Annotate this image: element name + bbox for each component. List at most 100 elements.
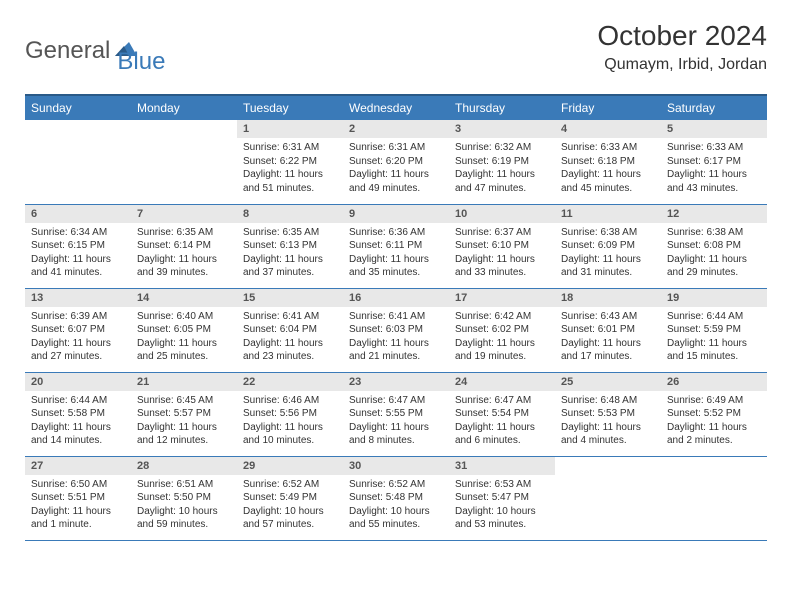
day-details: Sunrise: 6:48 AMSunset: 5:53 PMDaylight:… xyxy=(555,391,661,454)
day-number: 4 xyxy=(555,120,661,138)
day-details: Sunrise: 6:47 AMSunset: 5:55 PMDaylight:… xyxy=(343,391,449,454)
logo-text-general: General xyxy=(25,37,110,65)
calendar-cell: 23Sunrise: 6:47 AMSunset: 5:55 PMDayligh… xyxy=(343,372,449,456)
day-number: 19 xyxy=(661,289,767,307)
calendar-cell: 28Sunrise: 6:51 AMSunset: 5:50 PMDayligh… xyxy=(131,456,237,540)
day-details: Sunrise: 6:49 AMSunset: 5:52 PMDaylight:… xyxy=(661,391,767,454)
calendar-cell: 11Sunrise: 6:38 AMSunset: 6:09 PMDayligh… xyxy=(555,204,661,288)
day-details: Sunrise: 6:41 AMSunset: 6:03 PMDaylight:… xyxy=(343,307,449,370)
calendar-cell: . xyxy=(25,120,131,204)
calendar-cell: 16Sunrise: 6:41 AMSunset: 6:03 PMDayligh… xyxy=(343,288,449,372)
calendar-row: 27Sunrise: 6:50 AMSunset: 5:51 PMDayligh… xyxy=(25,456,767,540)
day-details: Sunrise: 6:36 AMSunset: 6:11 PMDaylight:… xyxy=(343,223,449,286)
day-details: Sunrise: 6:37 AMSunset: 6:10 PMDaylight:… xyxy=(449,223,555,286)
day-details: Sunrise: 6:41 AMSunset: 6:04 PMDaylight:… xyxy=(237,307,343,370)
calendar-cell: 3Sunrise: 6:32 AMSunset: 6:19 PMDaylight… xyxy=(449,120,555,204)
day-details: Sunrise: 6:40 AMSunset: 6:05 PMDaylight:… xyxy=(131,307,237,370)
calendar-cell: . xyxy=(131,120,237,204)
day-number: 21 xyxy=(131,373,237,391)
day-details: Sunrise: 6:44 AMSunset: 5:58 PMDaylight:… xyxy=(25,391,131,454)
title-block: October 2024 Qumaym, Irbid, Jordan xyxy=(597,20,767,74)
day-number: 27 xyxy=(25,457,131,475)
day-details: Sunrise: 6:53 AMSunset: 5:47 PMDaylight:… xyxy=(449,475,555,538)
day-number: 5 xyxy=(661,120,767,138)
day-details: Sunrise: 6:46 AMSunset: 5:56 PMDaylight:… xyxy=(237,391,343,454)
calendar-cell: . xyxy=(555,456,661,540)
calendar-cell: 15Sunrise: 6:41 AMSunset: 6:04 PMDayligh… xyxy=(237,288,343,372)
calendar-table: SundayMondayTuesdayWednesdayThursdayFrid… xyxy=(25,94,767,541)
calendar-row: 6Sunrise: 6:34 AMSunset: 6:15 PMDaylight… xyxy=(25,204,767,288)
calendar-cell: 22Sunrise: 6:46 AMSunset: 5:56 PMDayligh… xyxy=(237,372,343,456)
calendar-cell: 1Sunrise: 6:31 AMSunset: 6:22 PMDaylight… xyxy=(237,120,343,204)
day-details: Sunrise: 6:31 AMSunset: 6:20 PMDaylight:… xyxy=(343,138,449,201)
day-number: 28 xyxy=(131,457,237,475)
day-number: 26 xyxy=(661,373,767,391)
calendar-cell: 20Sunrise: 6:44 AMSunset: 5:58 PMDayligh… xyxy=(25,372,131,456)
calendar-cell: 9Sunrise: 6:36 AMSunset: 6:11 PMDaylight… xyxy=(343,204,449,288)
calendar-cell: 21Sunrise: 6:45 AMSunset: 5:57 PMDayligh… xyxy=(131,372,237,456)
day-details: Sunrise: 6:32 AMSunset: 6:19 PMDaylight:… xyxy=(449,138,555,201)
day-details: Sunrise: 6:43 AMSunset: 6:01 PMDaylight:… xyxy=(555,307,661,370)
day-details: Sunrise: 6:38 AMSunset: 6:08 PMDaylight:… xyxy=(661,223,767,286)
day-number: 25 xyxy=(555,373,661,391)
calendar-cell: 30Sunrise: 6:52 AMSunset: 5:48 PMDayligh… xyxy=(343,456,449,540)
calendar-cell: . xyxy=(661,456,767,540)
logo-text-blue: Blue xyxy=(117,48,165,76)
weekday-header: Friday xyxy=(555,95,661,120)
day-number: 30 xyxy=(343,457,449,475)
weekday-header: Tuesday xyxy=(237,95,343,120)
calendar-cell: 12Sunrise: 6:38 AMSunset: 6:08 PMDayligh… xyxy=(661,204,767,288)
calendar-cell: 17Sunrise: 6:42 AMSunset: 6:02 PMDayligh… xyxy=(449,288,555,372)
day-details: Sunrise: 6:52 AMSunset: 5:49 PMDaylight:… xyxy=(237,475,343,538)
day-details: Sunrise: 6:35 AMSunset: 6:14 PMDaylight:… xyxy=(131,223,237,286)
day-details: Sunrise: 6:34 AMSunset: 6:15 PMDaylight:… xyxy=(25,223,131,286)
day-details: Sunrise: 6:47 AMSunset: 5:54 PMDaylight:… xyxy=(449,391,555,454)
day-number: 31 xyxy=(449,457,555,475)
calendar-row: 20Sunrise: 6:44 AMSunset: 5:58 PMDayligh… xyxy=(25,372,767,456)
day-number: 8 xyxy=(237,205,343,223)
day-number: 1 xyxy=(237,120,343,138)
weekday-header: Wednesday xyxy=(343,95,449,120)
calendar-cell: 19Sunrise: 6:44 AMSunset: 5:59 PMDayligh… xyxy=(661,288,767,372)
day-details: Sunrise: 6:50 AMSunset: 5:51 PMDaylight:… xyxy=(25,475,131,538)
day-details: Sunrise: 6:44 AMSunset: 5:59 PMDaylight:… xyxy=(661,307,767,370)
calendar-cell: 18Sunrise: 6:43 AMSunset: 6:01 PMDayligh… xyxy=(555,288,661,372)
day-number: 13 xyxy=(25,289,131,307)
calendar-cell: 14Sunrise: 6:40 AMSunset: 6:05 PMDayligh… xyxy=(131,288,237,372)
day-details: Sunrise: 6:52 AMSunset: 5:48 PMDaylight:… xyxy=(343,475,449,538)
day-number: 11 xyxy=(555,205,661,223)
weekday-header: Thursday xyxy=(449,95,555,120)
calendar-cell: 27Sunrise: 6:50 AMSunset: 5:51 PMDayligh… xyxy=(25,456,131,540)
calendar-cell: 4Sunrise: 6:33 AMSunset: 6:18 PMDaylight… xyxy=(555,120,661,204)
calendar-cell: 5Sunrise: 6:33 AMSunset: 6:17 PMDaylight… xyxy=(661,120,767,204)
day-details: Sunrise: 6:38 AMSunset: 6:09 PMDaylight:… xyxy=(555,223,661,286)
calendar-cell: 13Sunrise: 6:39 AMSunset: 6:07 PMDayligh… xyxy=(25,288,131,372)
day-details: Sunrise: 6:33 AMSunset: 6:17 PMDaylight:… xyxy=(661,138,767,201)
day-details: Sunrise: 6:51 AMSunset: 5:50 PMDaylight:… xyxy=(131,475,237,538)
location-text: Qumaym, Irbid, Jordan xyxy=(597,56,767,74)
calendar-cell: 7Sunrise: 6:35 AMSunset: 6:14 PMDaylight… xyxy=(131,204,237,288)
day-number: 20 xyxy=(25,373,131,391)
calendar-cell: 6Sunrise: 6:34 AMSunset: 6:15 PMDaylight… xyxy=(25,204,131,288)
calendar-cell: 31Sunrise: 6:53 AMSunset: 5:47 PMDayligh… xyxy=(449,456,555,540)
day-number: 12 xyxy=(661,205,767,223)
weekday-header: Monday xyxy=(131,95,237,120)
day-number: 23 xyxy=(343,373,449,391)
header: General Blue October 2024 Qumaym, Irbid,… xyxy=(25,20,767,76)
calendar-cell: 2Sunrise: 6:31 AMSunset: 6:20 PMDaylight… xyxy=(343,120,449,204)
day-number: 15 xyxy=(237,289,343,307)
logo: General Blue xyxy=(25,20,165,76)
day-details: Sunrise: 6:35 AMSunset: 6:13 PMDaylight:… xyxy=(237,223,343,286)
day-details: Sunrise: 6:42 AMSunset: 6:02 PMDaylight:… xyxy=(449,307,555,370)
weekday-header-row: SundayMondayTuesdayWednesdayThursdayFrid… xyxy=(25,95,767,120)
day-details: Sunrise: 6:33 AMSunset: 6:18 PMDaylight:… xyxy=(555,138,661,201)
day-number: 24 xyxy=(449,373,555,391)
day-number: 16 xyxy=(343,289,449,307)
day-number: 17 xyxy=(449,289,555,307)
day-details: Sunrise: 6:45 AMSunset: 5:57 PMDaylight:… xyxy=(131,391,237,454)
calendar-cell: 10Sunrise: 6:37 AMSunset: 6:10 PMDayligh… xyxy=(449,204,555,288)
day-number: 18 xyxy=(555,289,661,307)
day-number: 9 xyxy=(343,205,449,223)
calendar-row: . . 1Sunrise: 6:31 AMSunset: 6:22 PMDayl… xyxy=(25,120,767,204)
day-number: 29 xyxy=(237,457,343,475)
